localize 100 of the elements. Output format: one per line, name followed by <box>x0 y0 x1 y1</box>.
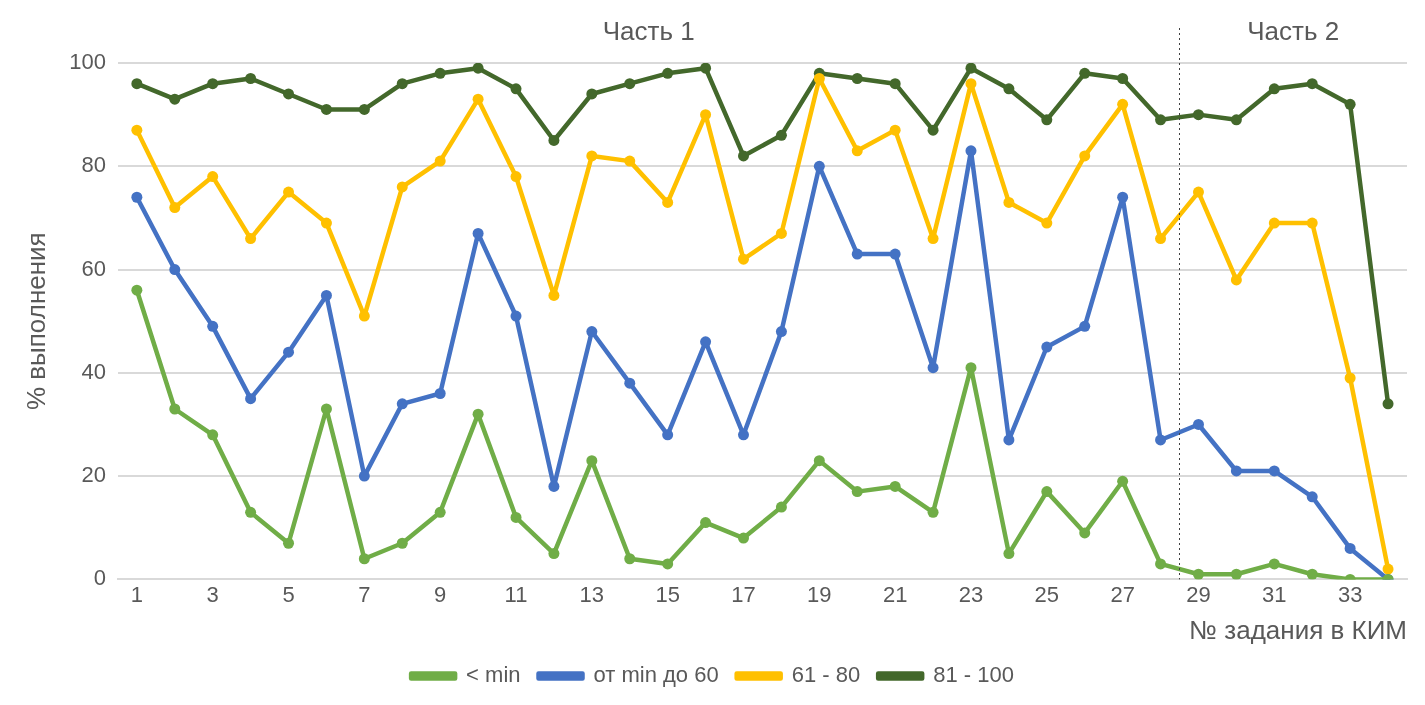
x-tick-label: 31 <box>1262 581 1287 607</box>
point <box>662 429 674 441</box>
text: Часть 1 <box>602 16 695 47</box>
point <box>283 537 295 549</box>
x-tick-label: 9 <box>434 581 447 607</box>
point <box>1041 341 1053 353</box>
x-tick-label: 3 <box>206 581 219 607</box>
legend-label: 61 - 80 <box>791 662 861 688</box>
point <box>586 326 598 338</box>
point <box>851 145 863 157</box>
y-tick-label: 20 <box>81 462 106 488</box>
point <box>396 78 408 90</box>
point <box>1155 434 1167 446</box>
point <box>889 78 901 90</box>
point <box>738 150 749 162</box>
point <box>207 171 219 183</box>
point <box>245 393 257 405</box>
point <box>1079 67 1091 79</box>
x-tick-label: 1 <box>130 581 143 607</box>
point <box>283 88 295 100</box>
point <box>1230 465 1242 477</box>
point <box>548 548 560 560</box>
point <box>169 403 181 415</box>
point <box>1155 233 1167 245</box>
point <box>1041 114 1053 126</box>
point <box>662 558 674 570</box>
point <box>1155 114 1167 126</box>
point <box>1192 109 1204 121</box>
point <box>510 171 522 183</box>
point <box>1382 563 1394 575</box>
point <box>1306 78 1318 90</box>
y-axis-title: % выполнения <box>20 232 51 411</box>
y-tick-label: 60 <box>81 255 106 281</box>
x-tick-label: 17 <box>731 581 756 607</box>
point <box>700 517 712 529</box>
point <box>131 191 143 203</box>
point <box>1117 72 1129 84</box>
point <box>1192 418 1204 430</box>
x-tick-label: 13 <box>579 581 605 607</box>
point <box>813 160 825 172</box>
point <box>510 310 522 322</box>
point <box>1003 434 1015 446</box>
point <box>662 67 674 79</box>
point <box>207 429 219 441</box>
point <box>472 93 484 105</box>
point <box>965 63 977 74</box>
x-tick-label: 29 <box>1186 581 1211 607</box>
legend-label: < min <box>466 662 521 688</box>
point <box>1079 320 1091 332</box>
point <box>320 403 332 415</box>
point <box>358 470 370 482</box>
y-tick-label: 0 <box>93 565 106 591</box>
x-tick-label: 5 <box>282 581 295 607</box>
point <box>434 67 446 79</box>
point <box>1117 475 1129 487</box>
y-tick-label: 40 <box>81 358 106 384</box>
point <box>738 532 749 544</box>
point <box>1003 548 1015 560</box>
point <box>1003 83 1015 95</box>
point <box>396 537 408 549</box>
point <box>245 72 257 84</box>
point <box>1268 83 1280 95</box>
point <box>320 289 332 301</box>
point <box>889 480 901 492</box>
y-tick-label: 80 <box>81 152 106 178</box>
point <box>169 93 181 105</box>
point <box>434 506 446 518</box>
x-tick-label: 25 <box>1034 581 1060 607</box>
point <box>472 227 484 239</box>
x-axis-title: № задания в КИМ <box>1189 614 1407 645</box>
point <box>813 72 825 84</box>
point <box>851 486 863 498</box>
point <box>169 202 181 214</box>
point <box>283 186 295 198</box>
point <box>131 124 143 136</box>
point <box>775 129 787 141</box>
point <box>700 63 712 74</box>
point <box>586 150 598 162</box>
point <box>548 134 560 146</box>
point <box>131 78 143 90</box>
point <box>283 346 295 358</box>
point <box>775 501 787 513</box>
point <box>1230 568 1242 580</box>
point <box>1306 491 1318 503</box>
x-tick-label: 15 <box>655 581 680 607</box>
point <box>510 511 522 523</box>
point <box>169 264 181 276</box>
point <box>775 227 787 239</box>
point <box>1230 114 1242 126</box>
point <box>586 88 598 100</box>
point <box>1192 568 1204 580</box>
point <box>813 455 825 467</box>
point <box>245 506 257 518</box>
point <box>434 388 446 399</box>
point <box>358 553 370 565</box>
x-tick-label: 27 <box>1110 581 1135 607</box>
point <box>358 103 370 115</box>
x-tick-label: 7 <box>358 581 371 607</box>
text: Часть 2 <box>1247 16 1340 47</box>
point <box>1079 527 1091 539</box>
